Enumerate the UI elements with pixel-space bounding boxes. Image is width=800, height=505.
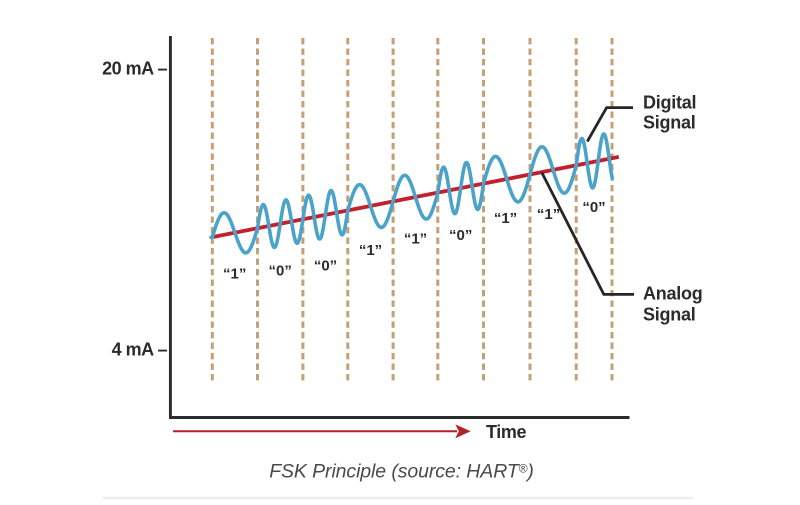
svg-text:“0”: “0” — [449, 227, 472, 244]
svg-text:“0”: “0” — [314, 257, 337, 274]
svg-text:“1”: “1” — [494, 210, 517, 227]
svg-text:Time: Time — [486, 422, 526, 442]
svg-text:“1”: “1” — [537, 206, 560, 223]
svg-text:4 mA –: 4 mA – — [112, 339, 168, 359]
svg-text:“1”: “1” — [359, 242, 382, 259]
svg-text:Analog: Analog — [643, 283, 703, 303]
svg-text:Signal: Signal — [643, 112, 696, 132]
svg-text:Digital: Digital — [643, 92, 696, 112]
svg-text:FSK Principle (source: HART®): FSK Principle (source: HART®) — [269, 461, 534, 483]
svg-text:20 mA –: 20 mA – — [102, 59, 167, 79]
svg-text:“1”: “1” — [404, 230, 427, 247]
svg-text:“1”: “1” — [223, 266, 246, 283]
svg-text:Signal: Signal — [643, 304, 696, 324]
svg-text:“0”: “0” — [269, 262, 292, 279]
svg-text:“0”: “0” — [582, 199, 605, 216]
